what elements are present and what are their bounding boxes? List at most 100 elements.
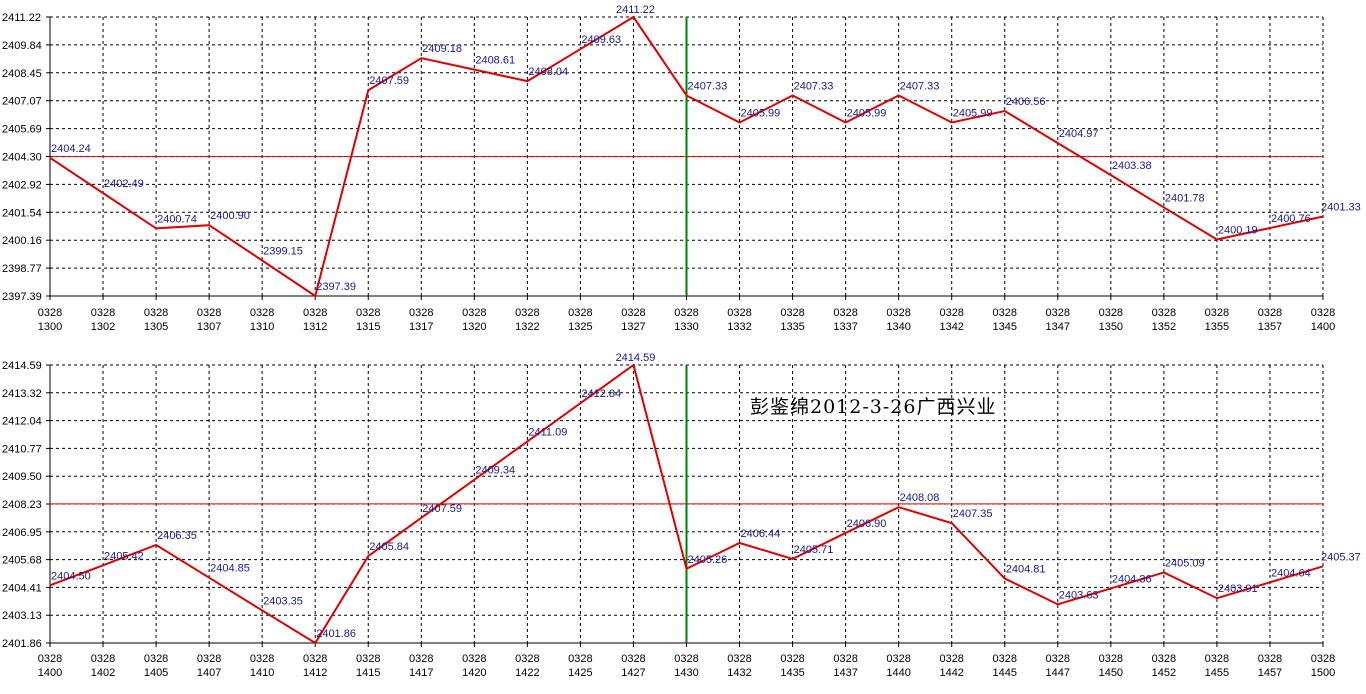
y-tick-label: 2401.54 [2, 207, 42, 219]
x-tick-time: 1335 [780, 321, 804, 333]
data-label: 2412.84 [581, 388, 621, 400]
data-label: 2407.59 [422, 503, 462, 515]
x-tick-time: 1435 [780, 667, 804, 679]
data-label: 2400.19 [1218, 225, 1258, 237]
x-tick-date: 0328 [993, 653, 1017, 665]
data-label: 2406.44 [741, 528, 781, 540]
x-tick-time: 1405 [144, 667, 168, 679]
data-label: 2409.34 [475, 465, 515, 477]
x-tick-date: 0328 [1152, 307, 1176, 319]
y-tick-label: 2409.50 [2, 471, 42, 483]
x-tick-date: 0328 [91, 653, 115, 665]
x-tick-time: 1355 [1205, 321, 1229, 333]
x-tick-date: 0328 [197, 307, 221, 319]
x-tick-time: 1432 [727, 667, 751, 679]
x-tick-date: 0328 [727, 653, 751, 665]
x-tick-time: 1352 [1152, 321, 1176, 333]
series-line [49, 363, 1324, 645]
data-label: 2401.86 [316, 628, 356, 640]
x-tick-date: 0328 [303, 653, 327, 665]
x-tick-date: 0328 [1152, 653, 1176, 665]
data-label: 2402.49 [104, 178, 144, 190]
x-tick-date: 0328 [91, 307, 115, 319]
data-label: 2407.59 [369, 75, 409, 87]
x-tick-time: 1345 [993, 321, 1017, 333]
x-tick-date: 0328 [303, 307, 327, 319]
x-tick-time: 1430 [674, 667, 698, 679]
x-tick-time: 1437 [833, 667, 857, 679]
x-tick-time: 1302 [91, 321, 115, 333]
x-tick-time: 1305 [144, 321, 168, 333]
data-label: 2405.42 [104, 550, 144, 562]
y-tick-label: 2398.77 [2, 263, 42, 275]
annotation-text: 彭鉴绵2012-3-26广西兴业 [750, 396, 996, 418]
x-tick-time: 1300 [38, 321, 62, 333]
data-label: 2407.33 [794, 80, 834, 92]
x-tick-time: 1342 [939, 321, 963, 333]
y-tick-label: 2403.13 [2, 610, 42, 622]
data-label: 2404.64 [1271, 567, 1311, 579]
data-label: 2403.63 [1059, 589, 1099, 601]
x-tick-time: 1312 [303, 321, 327, 333]
data-label: 2406.90 [847, 518, 887, 530]
data-label: 2400.90 [210, 210, 250, 222]
y-tick-label: 2404.41 [2, 582, 42, 594]
x-tick-date: 0328 [727, 307, 751, 319]
data-label: 2405.99 [953, 108, 993, 120]
x-tick-date: 0328 [197, 653, 221, 665]
data-label: 2401.78 [1165, 192, 1205, 204]
y-tick-label: 2397.39 [2, 291, 42, 303]
x-tick-time: 1317 [409, 321, 433, 333]
data-label: 2403.35 [263, 595, 303, 607]
x-tick-date: 0328 [939, 653, 963, 665]
x-tick-date: 0328 [1205, 307, 1229, 319]
x-tick-date: 0328 [886, 307, 910, 319]
x-tick-time: 1445 [993, 667, 1017, 679]
x-tick-time: 1315 [356, 321, 380, 333]
x-tick-time: 1340 [886, 321, 910, 333]
x-tick-date: 0328 [356, 307, 380, 319]
data-label: 2411.09 [528, 426, 567, 438]
x-tick-time: 1307 [197, 321, 221, 333]
x-tick-date: 0328 [886, 653, 910, 665]
data-label: 2404.36 [1112, 573, 1152, 585]
data-label: 2397.39 [316, 281, 356, 293]
data-label: 2409.63 [581, 34, 621, 46]
data-label: 2406.35 [157, 530, 197, 542]
x-tick-time: 1455 [1205, 667, 1229, 679]
x-tick-date: 0328 [144, 653, 168, 665]
data-label: 2401.33 [1321, 202, 1361, 214]
x-tick-time: 1350 [1099, 321, 1123, 333]
x-tick-date: 0328 [356, 653, 380, 665]
x-tick-date: 0328 [780, 307, 804, 319]
x-tick-date: 0328 [939, 307, 963, 319]
y-tick-label: 2406.95 [2, 527, 42, 539]
x-tick-date: 0328 [1205, 653, 1229, 665]
y-tick-label: 2407.07 [2, 96, 42, 108]
y-tick-label: 2411.22 [2, 12, 41, 24]
y-tick-label: 2408.45 [2, 68, 42, 80]
x-tick-date: 0328 [515, 307, 539, 319]
x-tick-time: 1400 [1311, 321, 1335, 333]
x-tick-date: 0328 [515, 653, 539, 665]
x-tick-time: 1425 [568, 667, 592, 679]
x-tick-time: 1412 [303, 667, 327, 679]
x-tick-date: 0328 [674, 653, 698, 665]
x-tick-date: 0328 [993, 307, 1017, 319]
y-tick-label: 2408.23 [2, 499, 42, 511]
x-tick-date: 0328 [1311, 307, 1335, 319]
y-tick-label: 2409.84 [2, 40, 42, 52]
series-line [49, 15, 1324, 298]
x-tick-date: 0328 [462, 653, 486, 665]
x-tick-time: 1417 [409, 667, 433, 679]
data-label: 2400.74 [157, 213, 197, 225]
y-tick-label: 2402.92 [2, 179, 42, 191]
data-label: 2409.18 [422, 43, 462, 55]
x-tick-date: 0328 [462, 307, 486, 319]
x-tick-time: 1442 [939, 667, 963, 679]
x-tick-date: 0328 [144, 307, 168, 319]
x-tick-time: 1450 [1099, 667, 1123, 679]
data-label: 2414.59 [616, 352, 656, 364]
x-tick-time: 1410 [250, 667, 274, 679]
x-tick-date: 0328 [250, 653, 274, 665]
